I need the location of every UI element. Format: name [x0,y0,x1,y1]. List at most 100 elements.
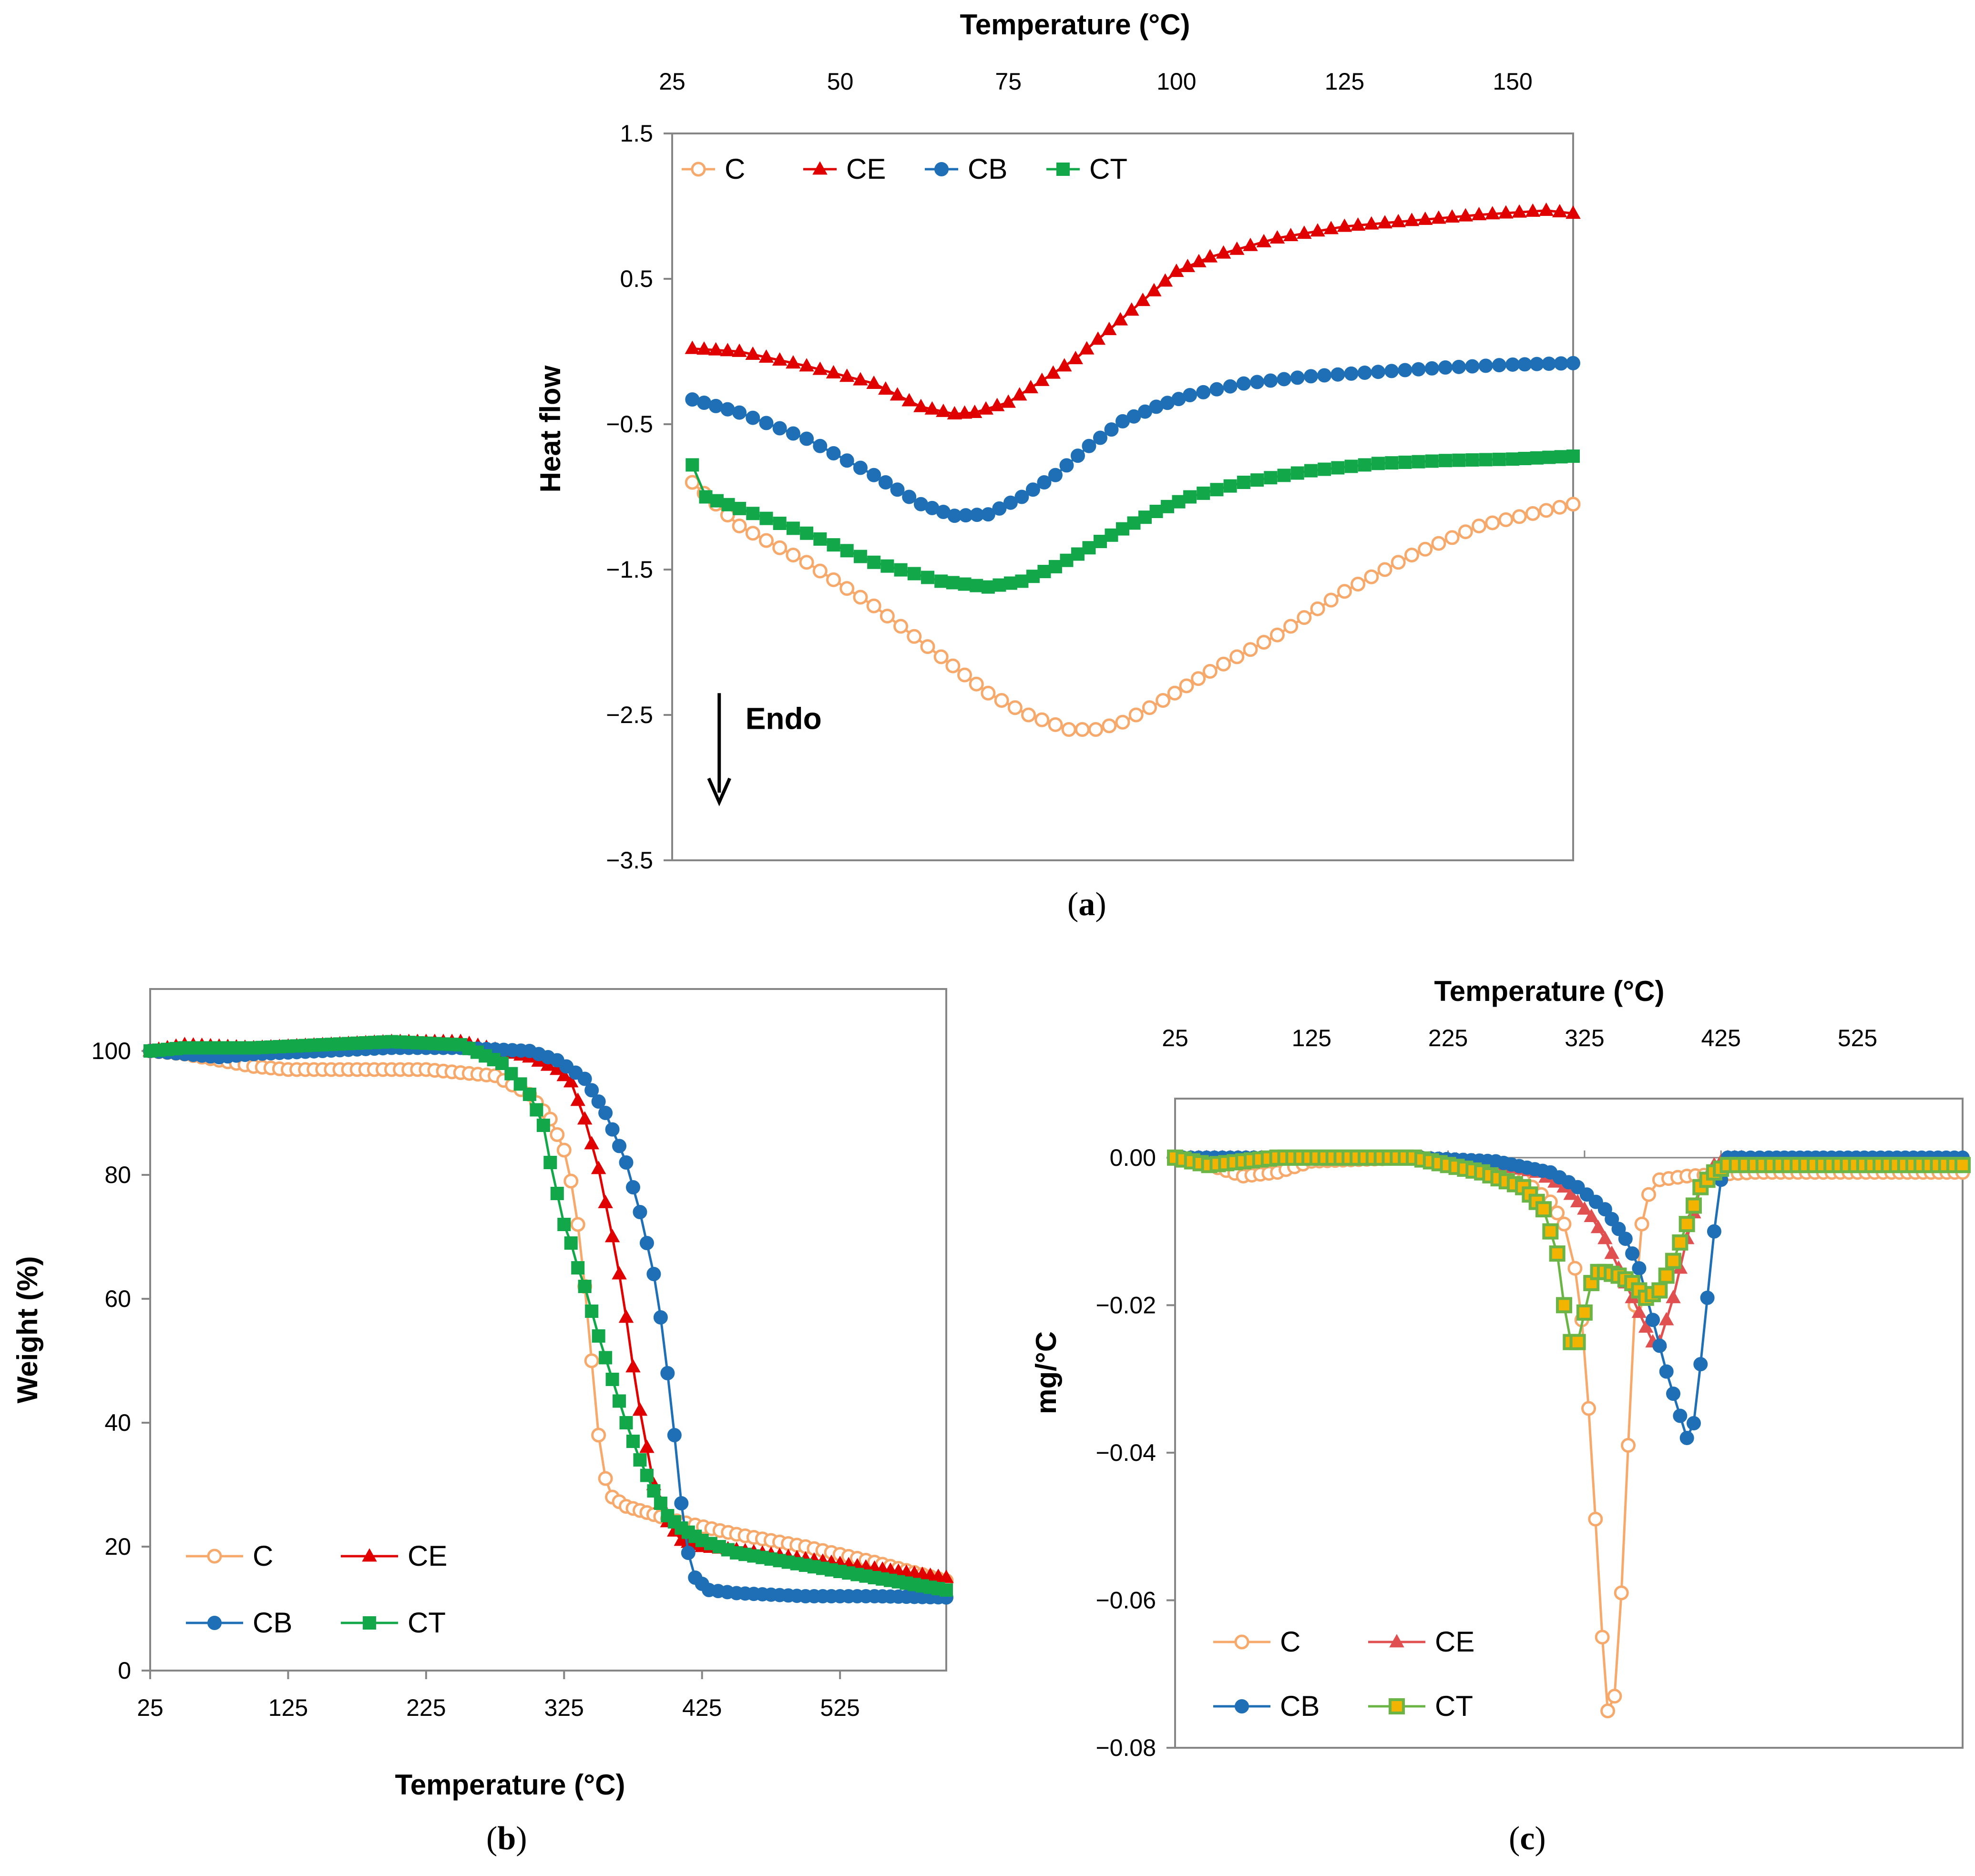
legend-marker [1056,163,1070,176]
plot-area-frame [671,133,1574,861]
data-point-C [1229,649,1245,664]
data-point-CE [1638,1319,1654,1333]
data-point-C [1377,562,1392,577]
data-point-CE [1498,205,1514,219]
data-point-CB [1542,357,1556,371]
y-axis-title: Heat flow [534,365,566,492]
data-point-C [1351,577,1366,591]
series-CE [685,202,1581,419]
data-point-CB [1317,368,1332,383]
legend-label: CE [408,1540,447,1572]
data-point-CB [1196,385,1211,399]
data-point-CE [1216,245,1231,259]
data-point-CB [1014,489,1029,504]
data-point-CT [1015,574,1029,588]
data-point-C [866,598,881,613]
data-point-C [732,519,747,533]
data-point-C [1128,707,1144,723]
y-tick-label: −0.08 [1095,1734,1156,1761]
data-point-CT [1566,449,1580,463]
legend-entry-C: C [186,1540,273,1572]
data-point-CE [570,1092,585,1106]
data-point-C [1323,592,1339,608]
data-point-CT [1371,457,1385,470]
data-point-CT [1149,505,1163,518]
data-point-CB [633,1205,647,1219]
data-point-CT [699,490,713,504]
data-point-CE [1404,213,1420,226]
data-point-CE [625,1359,641,1373]
data-point-CB [1424,361,1439,376]
data-point-CT [1665,1253,1682,1269]
data-point-C [1600,1703,1616,1719]
data-point-C [1595,1630,1610,1645]
data-point-CT [1506,452,1520,466]
data-point-CE [577,1111,593,1125]
legend-marker [691,162,706,177]
legend-label: CB [968,153,1007,185]
data-point-CT [710,494,724,508]
x-tick-label: 425 [682,1694,722,1721]
data-point-CT [773,517,787,530]
data-point-CB [890,482,905,497]
y-tick-label: 0 [118,1657,131,1684]
plot-area-frame [1174,1098,1964,1749]
data-point-C [1418,541,1433,557]
data-point-C [1621,1438,1636,1453]
data-point-C [893,619,909,634]
legend-label: CT [1089,153,1127,185]
legend-entry-CE: CE [341,1540,447,1572]
data-point-C [1552,500,1567,515]
data-point-CB [1104,422,1119,437]
data-point-CE [1577,1201,1592,1215]
data-point-CT [1955,1157,1971,1173]
data-point-CT [1172,495,1186,509]
data-point-CE [639,1439,655,1453]
data-point-CE [1191,254,1207,267]
data-point-CE [1471,207,1487,221]
data-point-CE [1538,202,1554,216]
data-point-C [1142,700,1157,715]
data-point-C [994,693,1009,708]
data-point-CE [1431,210,1446,224]
x-tick-label: 325 [544,1694,584,1721]
data-point-CT [759,511,773,525]
data-point-CT [1250,473,1264,487]
data-point-CT [1037,565,1051,579]
data-point-CB [625,1180,640,1194]
data-point-CE [901,393,917,407]
data-point-CE [1023,380,1038,394]
data-point-CT [1554,450,1568,464]
data-point-CB [1686,1416,1701,1430]
data-point-CT [1277,469,1291,482]
data-point-CB [720,402,735,417]
data-point-CE [1584,1208,1599,1222]
data-point-CE [1566,205,1581,219]
data-point-CT [1237,476,1250,489]
data-point-CT [619,1416,633,1429]
data-point-CE [957,405,972,419]
data-point-CT [530,1103,543,1117]
x-axis-title: Temperature (°C) [1434,975,1665,1007]
data-point-CB [646,1267,661,1281]
data-point-CT [543,1156,557,1169]
data-point-C [745,526,760,541]
legend-entry-CT: CT [1046,153,1127,185]
data-point-CB [1384,364,1399,378]
data-point-CB [1652,1338,1667,1353]
data-point-CT [1576,1304,1593,1321]
data-point-CT [1026,570,1040,583]
data-point-CB [1605,1212,1619,1226]
data-point-C [1472,519,1487,533]
legend-label: C [253,1540,273,1572]
data-point-CB [1037,475,1052,489]
legend-marker [207,1549,222,1564]
data-point-C [1364,569,1379,584]
legend-label: C [725,153,745,185]
data-point-CE [1570,1193,1586,1208]
data-point-CE [786,355,801,369]
x-tick-label: 75 [995,68,1022,95]
data-point-CB [992,501,1007,516]
data-point-C [1444,530,1460,545]
caption-letter: b [497,1820,516,1857]
